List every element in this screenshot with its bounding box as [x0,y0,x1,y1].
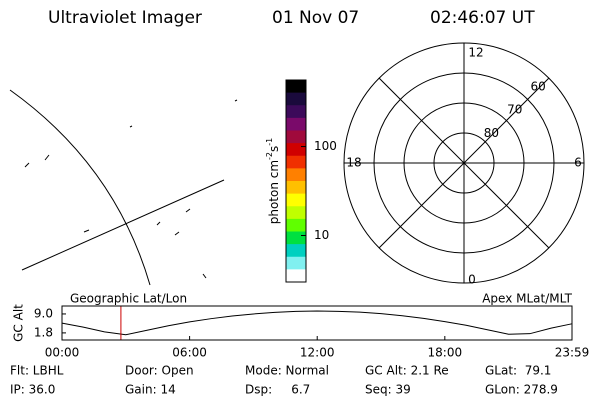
footer-field: Gain: 14 [125,383,176,397]
footer-field: GC Alt: 2.1 Re [365,364,449,378]
polar-diag [378,77,550,249]
colorbar-label-part: -2 [265,152,274,160]
y-axis-label: GC Alt [12,304,26,342]
y-tick-label: 1.8 [34,325,53,339]
left-label: Geographic Lat/Lon [70,292,187,306]
colorbar-swatch [286,256,306,270]
colorbar-swatch [286,206,306,220]
colorbar-swatch [286,231,306,245]
colorbar-swatch [286,92,306,106]
date: 01 Nov 07 [272,8,359,28]
colorbar-tick-label: 100 [314,139,337,153]
colorbar-tick-label: 10 [314,228,329,242]
colorbar-swatch [286,193,306,207]
colorbar-swatch [286,168,306,182]
footer-field: Door: Open [125,364,194,378]
mlt-label: 12 [468,46,483,60]
footer-field: IP: 36.0 [10,383,55,397]
right-label: Apex MLat/MLT [482,292,572,306]
colorbar-swatch [286,143,306,157]
footer-field: Flt: LBHL [10,364,64,378]
colorbar-frame [285,79,307,283]
footer-field: GLat: 79.1 [485,364,551,378]
x-tick-label: 12:00 [300,346,335,360]
footer-field: Dsp: 6.7 [245,383,310,397]
x-tick-label: 06:00 [172,346,207,360]
geo-map [9,89,238,286]
footer-field: Mode: Normal [245,364,329,378]
mlt-label: 0 [468,273,476,287]
colorbar-label-part: -1 [265,138,274,146]
x-tick-label: 00:00 [45,346,80,360]
polar-ring-label: 70 [507,103,522,117]
altitude-frame [61,305,573,341]
mlt-label: 6 [574,156,582,170]
polar-ring-label: 80 [484,126,499,140]
footer-field: Seq: 39 [365,383,411,397]
colorbar-swatch [286,80,306,94]
colorbar-swatch [286,105,306,119]
colorbar-swatch [286,218,306,232]
x-tick-label: 18:00 [428,346,463,360]
colorbar-label-part: s [267,146,281,152]
colorbar-swatch [286,181,306,195]
polar-ring-label: 60 [531,79,546,93]
footer-field: GLon: 278.9 [485,383,558,397]
mlt-label: 18 [346,156,361,170]
y-tick-label: 9.0 [34,306,53,320]
colorbar-swatch [286,244,306,258]
colorbar-swatch [286,155,306,169]
title: Ultraviolet Imager [48,8,202,28]
colorbar-swatch [286,117,306,131]
colorbar-swatch [286,130,306,144]
colorbar-label-part: photon cm [267,160,281,224]
time: 02:46:07 UT [430,8,535,28]
altitude-line [61,310,573,336]
colorbar-swatch [286,269,306,283]
x-tick-label: 23:59 [555,346,590,360]
colorbar-label: photon cm-2s-1 [265,138,281,225]
